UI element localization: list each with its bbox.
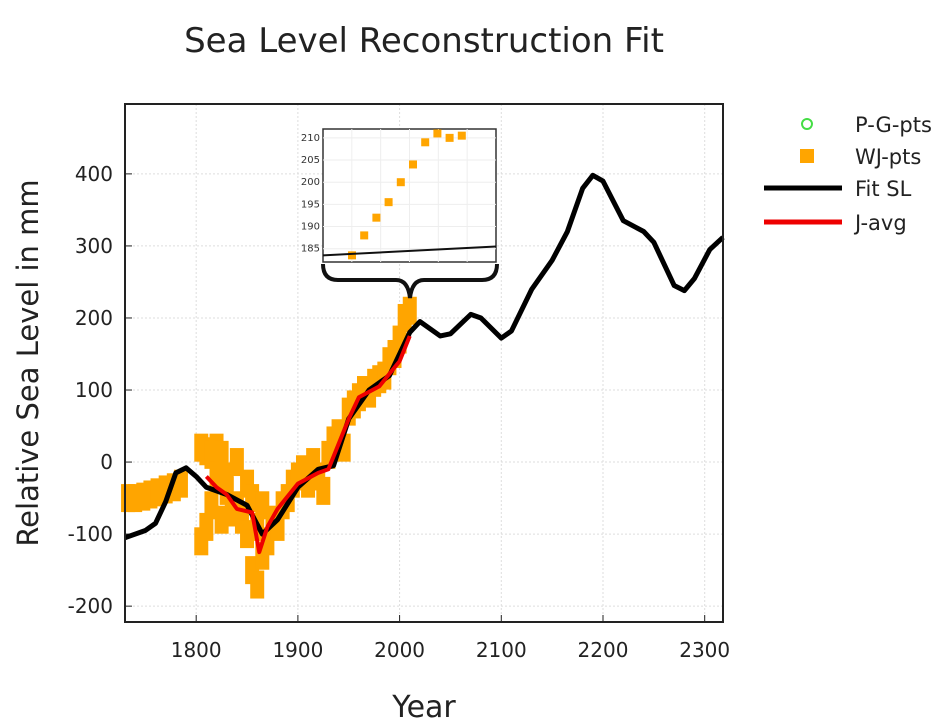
- legend-label: P-G-pts: [855, 113, 932, 137]
- y-tick-label: -100: [68, 522, 113, 546]
- inset-point: [445, 133, 454, 142]
- inset-fit-line: [322, 245, 497, 257]
- wj-point: [199, 512, 214, 541]
- plot-frame: [124, 103, 724, 623]
- legend-label: J-avg: [853, 211, 907, 235]
- brace-icon: [321, 263, 499, 299]
- legend-marker-square-icon: [800, 149, 814, 163]
- wj-point: [214, 440, 229, 469]
- j-avg-line: [204, 335, 412, 555]
- y-tick-label: 200: [75, 306, 113, 330]
- x-tick-label: 2200: [578, 638, 629, 662]
- chart-title: Sea Level Reconstruction Fit: [184, 21, 664, 61]
- inset-point: [409, 160, 417, 169]
- inset-point: [372, 213, 381, 222]
- inset-point: [433, 129, 442, 138]
- inset-point: [360, 231, 369, 240]
- x-axis-label: Year: [391, 690, 456, 725]
- legend-label: WJ-pts: [855, 145, 921, 169]
- inset-point: [384, 198, 393, 207]
- y-tick-label: -200: [68, 594, 113, 618]
- inset-point: [457, 131, 466, 140]
- inset-tick-label: 185: [301, 244, 320, 255]
- inset-point: [421, 138, 430, 147]
- wj-point: [173, 469, 188, 498]
- inset-tick-label: 205: [301, 155, 320, 166]
- inset-tick-label: 195: [301, 199, 320, 210]
- legend-label: Fit SL: [855, 177, 912, 201]
- x-tick-label: 2300: [679, 638, 730, 662]
- inset-tick-label: 190: [301, 222, 320, 233]
- x-tick-label: 1800: [171, 638, 222, 662]
- y-tick-label: 0: [100, 450, 113, 474]
- inset-point: [348, 251, 356, 260]
- y-tick-label: 300: [75, 234, 113, 258]
- wj-point: [229, 448, 244, 477]
- wj-point: [402, 296, 417, 325]
- x-tick-label: 2000: [374, 638, 425, 662]
- x-tick-label: 1900: [272, 638, 323, 662]
- inset-point: [396, 178, 405, 187]
- legend-marker-circle-icon: [801, 118, 813, 130]
- fit-sl-line: [124, 172, 725, 541]
- wj-point: [250, 570, 265, 599]
- inset-tick-label: 210: [301, 133, 320, 144]
- wj-point: [316, 476, 331, 505]
- y-tick-label: 400: [75, 162, 113, 186]
- x-tick-label: 2100: [476, 638, 527, 662]
- y-axis-label: Relative Sea Level in mm: [11, 179, 45, 546]
- inset-tick-label: 200: [301, 177, 320, 188]
- y-tick-label: 100: [75, 378, 113, 402]
